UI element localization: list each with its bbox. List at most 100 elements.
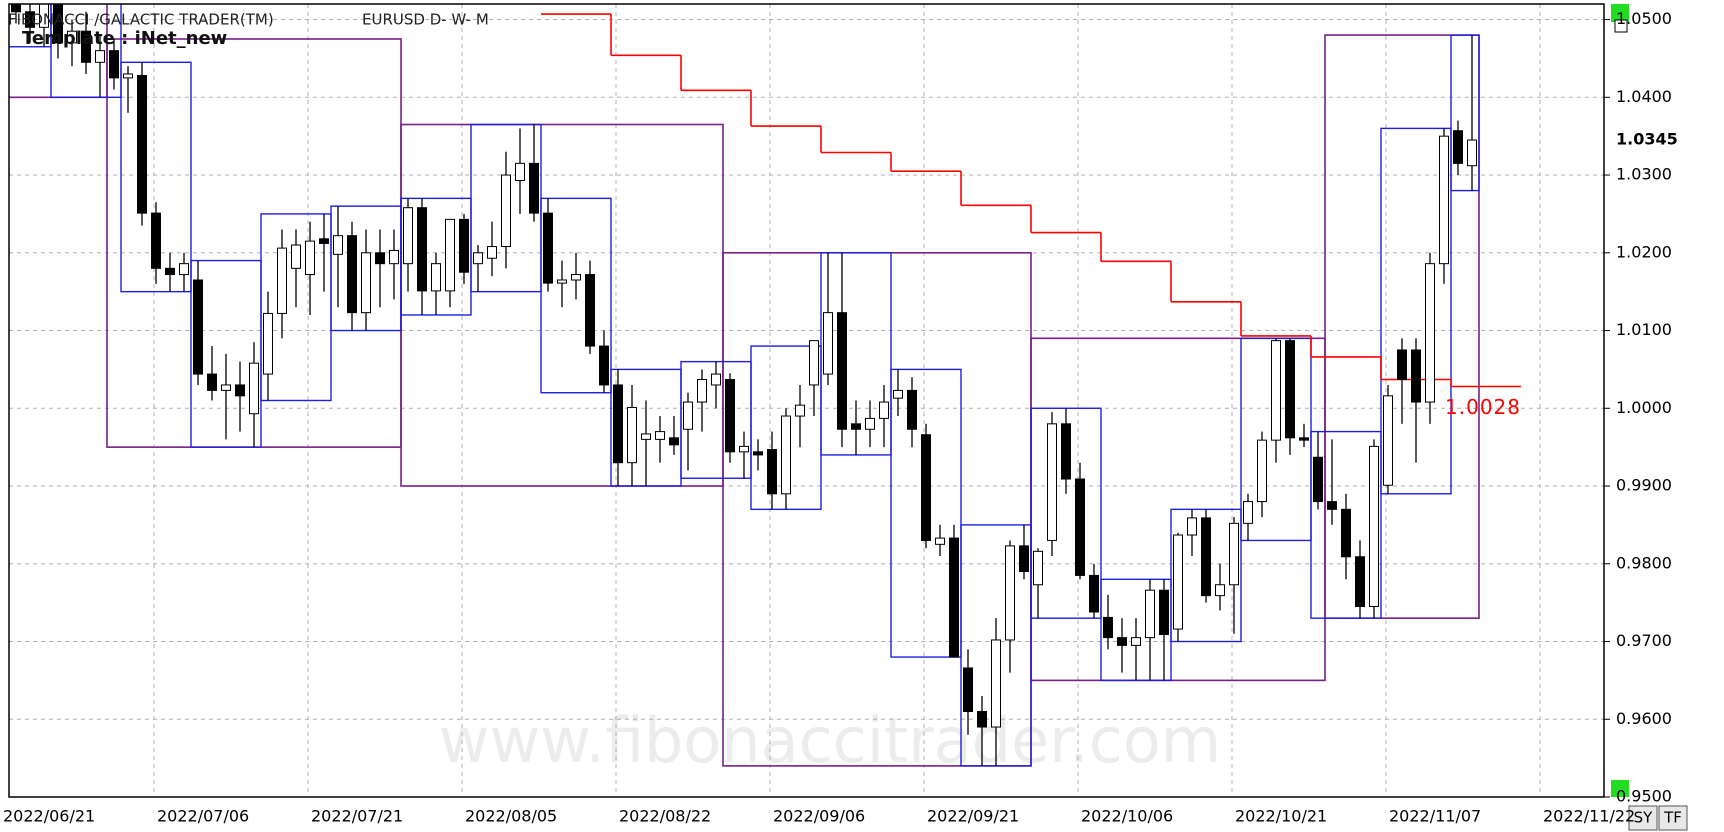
x-tick-label: 2022/10/06 (1081, 807, 1173, 826)
candle-body (81, 30, 91, 63)
candle-body (11, 4, 21, 13)
candle-body (1215, 584, 1225, 597)
candle-body (1299, 437, 1309, 441)
candle-body (865, 417, 875, 430)
candle-body (1075, 478, 1085, 576)
candle-body (851, 423, 861, 430)
x-tick-label: 2022/11/07 (1389, 807, 1481, 826)
candle-body (1201, 517, 1211, 597)
candle-body (977, 710, 987, 728)
y-tick-label: 0.9900 (1616, 476, 1672, 495)
candle-body (1243, 501, 1253, 524)
candle-body (669, 437, 679, 446)
candle-body (683, 401, 693, 430)
candle-body (165, 267, 175, 276)
y-tick-label: 0.9800 (1616, 553, 1672, 572)
chart-title: FIBONACCI /GALACTIC TRADER(TM) (8, 11, 274, 29)
week-range-box (1450, 34, 1480, 192)
candle-body (767, 448, 777, 495)
candle-body (445, 218, 455, 292)
plot-area (9, 4, 1604, 797)
candle-body (529, 162, 539, 214)
y-tick-label: 0.9600 (1616, 709, 1672, 728)
candle-body (1089, 574, 1099, 613)
tf-button-label[interactable]: TF (1663, 809, 1682, 827)
week-range-box (50, 4, 122, 98)
candle-body (599, 345, 609, 386)
candle-body (235, 384, 245, 397)
corner-marker (1611, 780, 1629, 797)
x-tick-label: 2022/11/22 (1543, 807, 1635, 826)
candle-body (1131, 637, 1141, 646)
candle-body (67, 30, 77, 44)
candle-body (1033, 550, 1043, 586)
candle-body (1047, 423, 1057, 541)
last-price-label: 1.0345 (1616, 130, 1678, 149)
candle-body (277, 247, 287, 314)
candle-body (725, 379, 735, 453)
y-tick-label: 0.9700 (1616, 631, 1672, 650)
candle-body (949, 537, 959, 658)
stop-label: 1.0028 (1445, 395, 1521, 419)
x-tick-label: 2022/08/05 (465, 807, 557, 826)
y-tick-label: 1.0000 (1616, 398, 1672, 417)
candle-body (1467, 139, 1477, 167)
candle-body (207, 373, 217, 391)
candle-body (641, 433, 651, 440)
candle-body (991, 639, 1001, 728)
candle-body (221, 384, 231, 391)
candle-body (347, 235, 357, 314)
candle-body (585, 274, 595, 347)
corner-marker (1611, 4, 1629, 22)
candle-body (333, 235, 343, 255)
candle-body (1313, 456, 1323, 503)
candle-body (823, 312, 833, 375)
candle-body (361, 252, 371, 314)
candle-body (25, 11, 35, 28)
y-tick-label: 1.0100 (1616, 320, 1672, 339)
tf-button[interactable] (1658, 805, 1688, 831)
candle-body (431, 263, 441, 292)
candle-body (753, 451, 763, 456)
candle-body (1411, 349, 1421, 403)
corner-button[interactable] (1614, 19, 1628, 33)
candle-body (879, 401, 889, 419)
candle-body (655, 431, 665, 440)
plot-border (8, 3, 1605, 798)
watermark: www.fibonaccitrader.com (439, 704, 1221, 777)
x-tick-label: 2022/08/22 (619, 807, 711, 826)
candle-body (319, 238, 329, 244)
sy-button[interactable] (1628, 805, 1658, 831)
week-range-box (1380, 127, 1452, 495)
candle-body (1019, 545, 1029, 573)
candle-body (1341, 508, 1351, 558)
candle-body (781, 415, 791, 495)
candle-body (1173, 534, 1183, 630)
candle-body (1355, 556, 1365, 608)
candle-body (375, 252, 385, 265)
x-tick-label: 2022/06/21 (3, 807, 95, 826)
candle-body (1257, 439, 1267, 503)
candle-body (1439, 135, 1449, 265)
candle-body (837, 312, 847, 430)
x-tick-label: 2022/10/21 (1235, 807, 1327, 826)
candle-body (39, 4, 49, 28)
candle-body (1005, 545, 1015, 641)
candle-body (557, 279, 567, 284)
candle-body (893, 389, 903, 399)
candle-body (515, 162, 525, 181)
week-range-box (890, 368, 962, 658)
candle-body (1159, 589, 1169, 636)
candle-body (151, 212, 161, 269)
candle-body (459, 218, 469, 273)
symbol-label: EURUSD D- W- M (362, 11, 489, 29)
week-range-box (1310, 430, 1382, 619)
candle-body (291, 244, 301, 269)
candle-body (627, 406, 637, 464)
candle-body (305, 240, 315, 276)
candle-body (1117, 637, 1127, 646)
sy-button-label[interactable]: SY (1634, 809, 1654, 827)
candle-body (711, 373, 721, 386)
candle-body (137, 75, 147, 214)
candle-body (571, 274, 581, 281)
